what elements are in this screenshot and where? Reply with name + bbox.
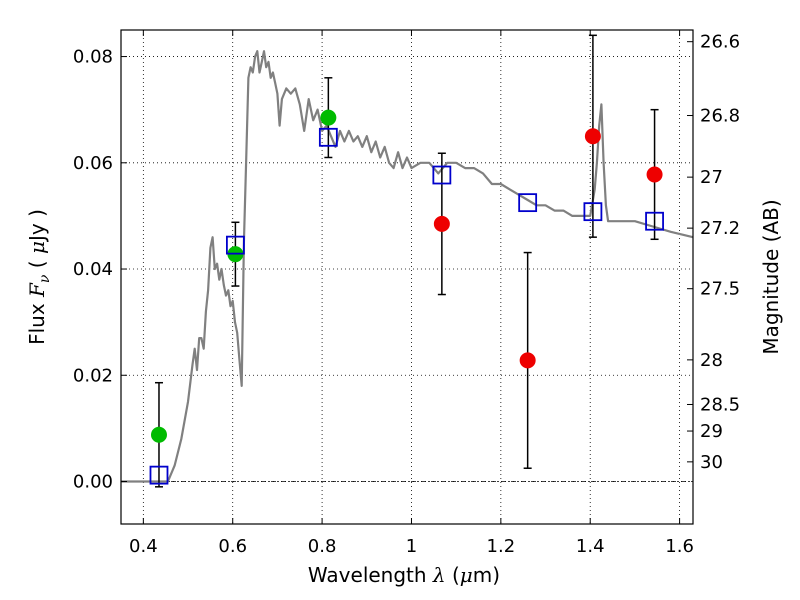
model-sed-layer: [121, 50, 694, 483]
data-point-layer: [149, 109, 664, 485]
magnitude-tick-label: 28.5: [700, 394, 740, 415]
observed-data-point: [433, 215, 450, 232]
tick-layer: 0.4 0.6 0.8 1 1.2 1.4 1.6 0.00 0.02 0.04 0.06 0.08 2…: [73, 30, 740, 557]
magnitude-tick-label: 27.2: [700, 218, 740, 239]
x-tick-label: 0.6: [218, 536, 247, 557]
x-tick-label: 0.4: [129, 536, 158, 557]
x-tick-label: 1.2: [487, 536, 516, 557]
grid: [121, 30, 693, 524]
model-photometry-square: [318, 127, 338, 147]
magnitude-tick-label: 26.6: [700, 32, 740, 53]
y-axis-label: Flux Fν ( μJy ): [25, 209, 53, 345]
observed-data-point: [646, 166, 663, 183]
observed-data-point: [584, 128, 601, 145]
observed-data-point: [320, 109, 337, 126]
y-tick-label: 0.04: [73, 259, 113, 280]
model-photometry-square: [432, 165, 452, 185]
x-tick-label: 1: [406, 536, 417, 557]
x-tick-label: 0.8: [308, 536, 337, 557]
y-tick-label: 0.00: [73, 472, 113, 493]
error-bar-layer: [154, 34, 659, 488]
model-photometry-square: [583, 202, 603, 222]
x-axis-label: Wavelength λ (μm): [308, 563, 500, 587]
x-tick-label: 1.6: [665, 536, 694, 557]
magnitude-tick-label: 27: [700, 167, 723, 188]
magnitude-tick-label: 27.5: [700, 279, 740, 300]
y-tick-label: 0.06: [73, 153, 113, 174]
model-photometry-square: [225, 235, 245, 255]
observed-data-point: [150, 426, 167, 443]
magnitude-tick-label: 28: [700, 350, 723, 371]
x-tick-label: 1.4: [576, 536, 605, 557]
plot-frame: [120, 29, 694, 525]
model-photometry-square: [149, 465, 169, 485]
magnitude-tick-label: 29: [700, 421, 723, 442]
y-tick-label: 0.02: [73, 365, 113, 386]
magnitude-tick-label: 26.8: [700, 106, 740, 127]
axes-frame: [120, 29, 694, 525]
model-photometry-square: [645, 211, 664, 231]
observed-data-point: [519, 352, 536, 369]
magnitude-tick-label: 30: [700, 452, 723, 473]
y-tick-label: 0.08: [73, 47, 113, 68]
right-axis-label: Magnitude (AB): [759, 199, 783, 354]
model-photometry-square: [518, 193, 538, 213]
model-sed-line: [121, 50, 694, 483]
